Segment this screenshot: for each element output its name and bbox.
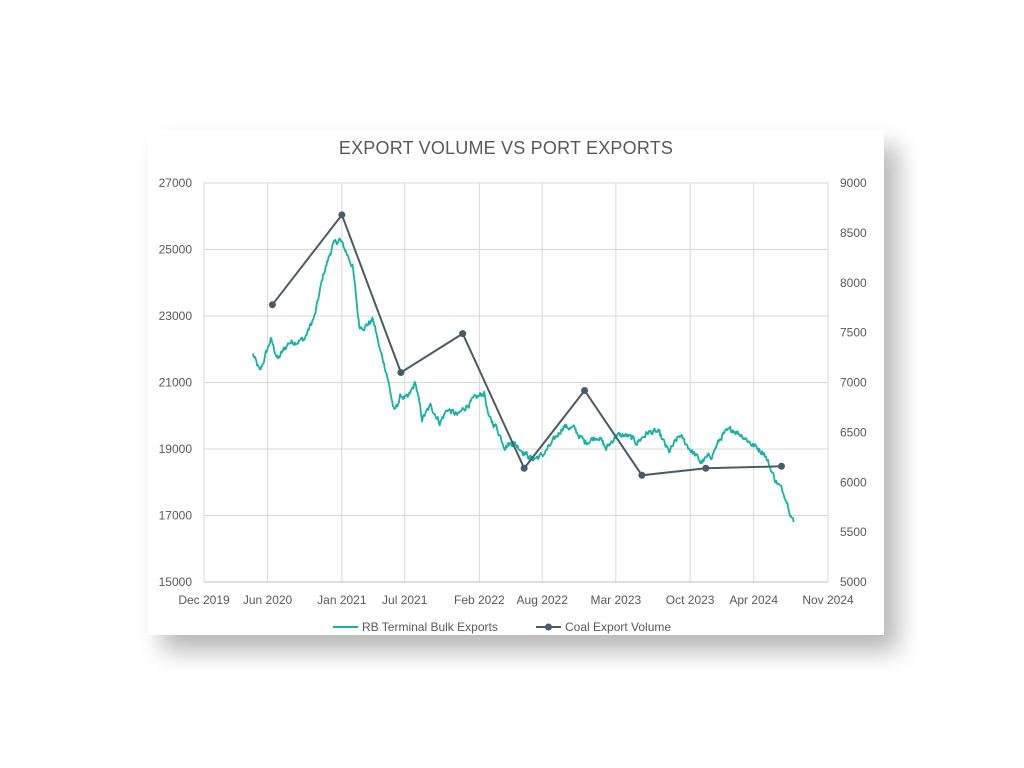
y-left-tick-label: 21000: [159, 376, 193, 390]
x-tick-label: Aug 2022: [517, 593, 569, 607]
series-line-coal-export-volume: [271, 212, 782, 477]
series-line-rb-terminal-bulk-exports: [252, 237, 795, 523]
x-tick-label: Dec 2019: [178, 593, 230, 607]
x-tick-label: Nov 2024: [802, 593, 854, 607]
x-tick-label: Jan 2021: [317, 593, 367, 607]
coal-data-point: [268, 301, 276, 309]
x-tick-label: Apr 2024: [729, 593, 778, 607]
y-right-tick-label: 6000: [840, 475, 867, 489]
y-left-tick-label: 25000: [159, 243, 193, 257]
coal-data-point: [338, 211, 346, 219]
coal-data-point: [459, 330, 467, 338]
coal-data-point: [397, 369, 405, 377]
coal-data-point: [520, 464, 528, 472]
y-left-tick-label: 17000: [159, 509, 193, 523]
x-tick-label: Jul 2021: [382, 593, 428, 607]
y-right-tick-label: 5500: [840, 525, 867, 539]
legend-label-bulk: RB Terminal Bulk Exports: [362, 620, 498, 634]
x-tick-label: Jun 2020: [243, 593, 293, 607]
y-right-tick-label: 6500: [840, 425, 867, 439]
y-left-tick-label: 23000: [159, 309, 193, 323]
coal-data-point: [638, 471, 646, 479]
y-right-tick-label: 7500: [840, 326, 867, 340]
legend-label-coal: Coal Export Volume: [565, 620, 671, 634]
legend-marker-coal: [545, 623, 552, 631]
y-right-tick-label: 5000: [840, 575, 867, 589]
coal-data-point: [581, 386, 589, 394]
y-right-tick-label: 7000: [840, 376, 867, 390]
y-right-tick-label: 8000: [840, 276, 867, 290]
x-tick-label: Feb 2022: [454, 593, 505, 607]
y-left-tick-label: 27000: [159, 176, 193, 190]
chart-title: EXPORT VOLUME VS PORT EXPORTS: [338, 138, 674, 158]
x-tick-label: Oct 2023: [666, 593, 715, 607]
x-tick-label: Mar 2023: [590, 593, 641, 607]
coal-data-point: [777, 462, 785, 470]
y-left-tick-label: 19000: [159, 442, 193, 456]
coal-data-point: [702, 464, 710, 472]
y-right-tick-label: 8500: [840, 226, 867, 240]
y-right-tick-label: 9000: [840, 176, 867, 190]
y-left-tick-label: 15000: [159, 575, 193, 589]
